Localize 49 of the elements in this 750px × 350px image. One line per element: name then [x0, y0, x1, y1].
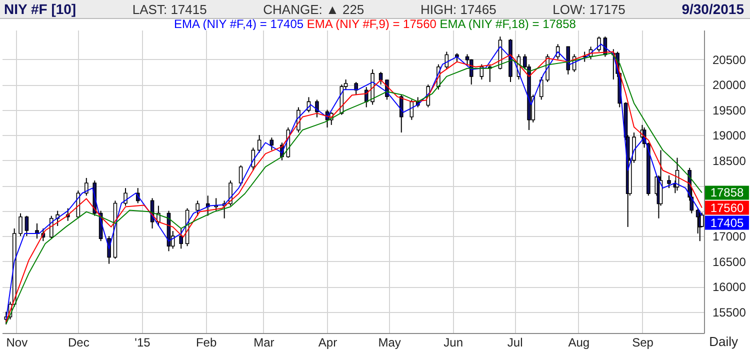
candlestick	[257, 134, 262, 154]
candlestick	[24, 215, 29, 237]
x-tick-label: May	[378, 336, 401, 350]
chart-subtitle: 9/30/2015	[682, 1, 744, 17]
candlestick	[124, 188, 128, 206]
candlestick	[566, 46, 570, 75]
y-tick-label: 19000	[712, 128, 746, 143]
text: CHANGE: ▲ 225	[263, 2, 364, 16]
chart-title: NIY #F [10]	[4, 1, 76, 17]
y-tick-label: 19500	[712, 103, 746, 118]
candlestick	[179, 228, 184, 250]
y-tick-label: 17000	[712, 230, 746, 244]
x-tick-label: Feb	[196, 336, 217, 350]
x-tick-label: Jul	[507, 336, 523, 350]
x-tick-label: Dec	[68, 336, 90, 350]
y-tick-label: 18500	[712, 154, 746, 168]
annotation: 17858	[710, 186, 744, 200]
annotation: 17560	[710, 200, 744, 215]
text: EMA (NIY #F,18) = 17858	[438, 17, 576, 31]
y-tick-label: 20000	[712, 78, 746, 92]
text: EMA (NIY #F,4) = 17405	[174, 17, 304, 31]
y-tick-label: 20500	[712, 52, 746, 67]
x-tick-label: Aug	[568, 336, 590, 350]
x-tick-label: Sep	[632, 336, 654, 350]
y-tick-label: 16500	[712, 254, 746, 269]
x-tick-label: Apr	[318, 336, 338, 350]
x-tick-label: '15	[134, 336, 151, 350]
candlestick	[399, 94, 404, 134]
text: Daily	[709, 334, 738, 349]
candlestick	[270, 137, 274, 151]
annotation: 17405	[710, 216, 744, 230]
x-tick-label: Nov	[6, 336, 28, 350]
candlestick	[597, 36, 601, 52]
candlestick	[539, 76, 544, 100]
candlestick	[354, 82, 358, 96]
y-tick-label: 15500	[712, 305, 746, 320]
candlestick	[84, 177, 88, 196]
candlestick	[667, 174, 671, 189]
candlestick	[18, 212, 22, 237]
text: LAST: 17415	[132, 2, 207, 16]
y-tick-label: 16000	[712, 280, 746, 294]
text: LOW: 17175	[552, 2, 626, 16]
text: HIGH: 17465	[420, 2, 496, 16]
candlestick	[196, 200, 200, 216]
text: EMA (NIY #F,9) = 17560	[306, 17, 436, 31]
x-tick-label: Mar	[254, 336, 274, 350]
x-tick-label: Jun	[444, 336, 464, 350]
candlestick	[378, 71, 383, 86]
candlestick	[315, 99, 319, 118]
